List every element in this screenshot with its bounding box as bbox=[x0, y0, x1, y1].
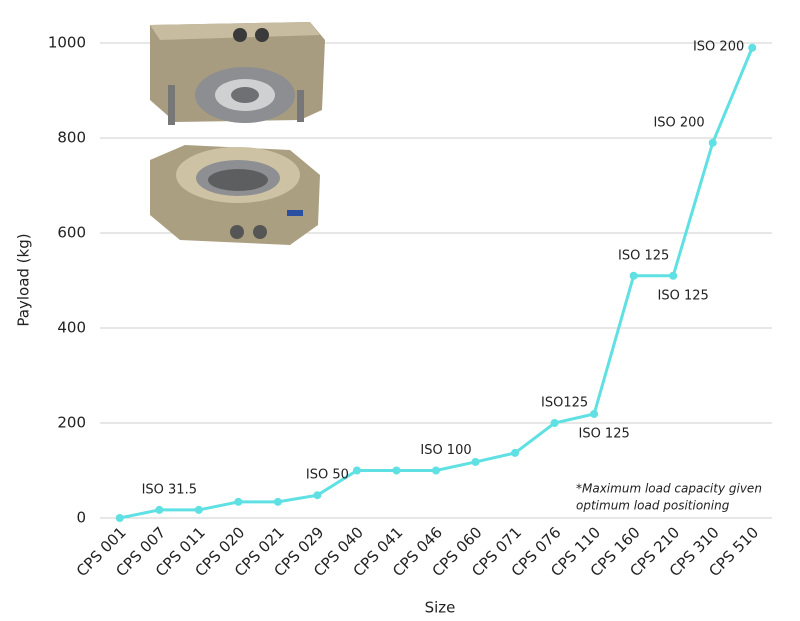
x-axis-title: Size bbox=[425, 599, 456, 617]
product-image bbox=[150, 22, 325, 245]
point-label: ISO 50 bbox=[306, 468, 349, 483]
data-point bbox=[550, 419, 559, 427]
data-point bbox=[708, 138, 717, 147]
point-label: ISO125 bbox=[541, 396, 588, 411]
data-point bbox=[155, 505, 164, 514]
y-axis-title: Payload (kg) bbox=[15, 233, 33, 326]
point-label: ISO 125 bbox=[658, 288, 709, 303]
data-point bbox=[115, 514, 124, 522]
data-point bbox=[392, 466, 401, 475]
point-label: ISO 200 bbox=[693, 39, 744, 54]
point-label: ISO 31.5 bbox=[142, 482, 197, 497]
point-label: ISO 100 bbox=[420, 443, 471, 458]
data-point bbox=[748, 43, 757, 52]
data-point bbox=[471, 457, 480, 466]
data-point bbox=[234, 497, 243, 506]
data-point bbox=[590, 409, 599, 418]
data-point bbox=[313, 491, 322, 500]
data-point bbox=[629, 271, 638, 280]
data-point bbox=[432, 466, 440, 475]
point-label: ISO 125 bbox=[578, 426, 629, 441]
y-tick-label: 400 bbox=[57, 319, 86, 337]
point-label: ISO 125 bbox=[618, 248, 669, 263]
y-tick-label: 200 bbox=[57, 414, 86, 432]
data-point bbox=[352, 466, 361, 475]
y-tick-label: 600 bbox=[57, 224, 86, 242]
point-label: ISO 200 bbox=[653, 115, 704, 130]
y-tick-label: 0 bbox=[76, 509, 86, 527]
data-point bbox=[669, 271, 678, 280]
data-point bbox=[511, 448, 520, 457]
y-tick-label: 800 bbox=[57, 129, 86, 147]
data-point bbox=[273, 497, 282, 506]
note: optimum load positioning bbox=[576, 499, 730, 513]
y-tick-label: 1000 bbox=[48, 34, 86, 52]
data-point bbox=[194, 505, 203, 514]
note: *Maximum load capacity given bbox=[576, 482, 762, 496]
